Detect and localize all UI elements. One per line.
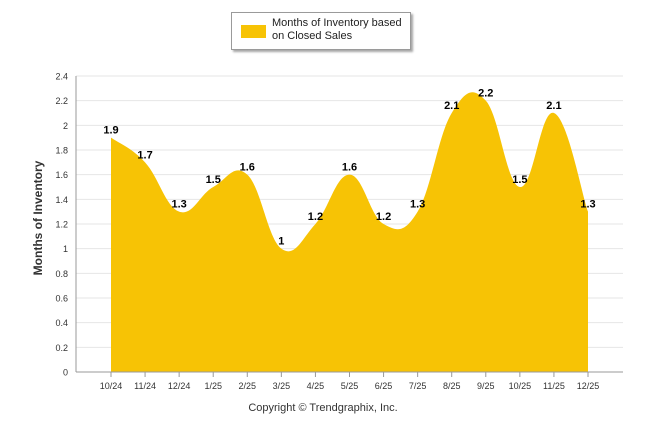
x-tick-label: 10/25: [509, 381, 532, 391]
x-tick-label: 9/25: [477, 381, 495, 391]
data-label: 2.2: [478, 88, 493, 100]
y-tick-label: 1.6: [55, 170, 68, 180]
data-label: 1.3: [171, 199, 186, 211]
x-tick-labels: 10/24 11/24 12/24 1/25 2/25 3/25 4/25 5/25 6/25 7…: [100, 381, 600, 391]
data-label: 1.6: [342, 162, 357, 174]
data-label: 1.2: [376, 211, 391, 223]
data-label: 1.3: [410, 199, 425, 211]
x-tick-label: 4/25: [307, 381, 325, 391]
x-tick-label: 11/25: [543, 381, 565, 391]
data-label: 1.9: [103, 125, 118, 137]
x-tick-label: 3/25: [273, 381, 291, 391]
y-tick-label: 1.4: [55, 195, 68, 205]
y-tick-label: 1.2: [55, 220, 68, 230]
x-tick-label: 7/25: [409, 381, 427, 391]
data-label: 1.6: [240, 162, 255, 174]
y-tick-label: 0.6: [55, 294, 68, 304]
chart-legend: Months of Inventory based on Closed Sale…: [231, 12, 411, 50]
data-label: 2.1: [444, 100, 459, 112]
y-tick-label: 0.4: [55, 318, 68, 328]
x-tick-label: 10/24: [100, 381, 123, 391]
axes: [75, 76, 623, 377]
data-label: 1.2: [308, 211, 323, 223]
x-tick-label: 2/25: [239, 381, 257, 391]
data-label: 1.5: [206, 174, 221, 186]
area-series: [111, 92, 588, 372]
x-tick-label: 5/25: [341, 381, 359, 391]
copyright-text: Copyright © Trendgraphix, Inc.: [248, 402, 398, 414]
y-tick-label: 1.8: [55, 146, 68, 156]
data-label: 1.7: [137, 149, 152, 161]
legend-swatch: [241, 25, 266, 38]
y-tick-label: 2.4: [55, 72, 68, 82]
data-label: 2.1: [546, 100, 561, 112]
data-label: 1: [278, 236, 284, 248]
y-tick-label: 0: [63, 368, 68, 378]
y-tick-labels: 0 0.2 0.4 0.6 0.8 1 1.2 1.4 1.6 1.8 2 2.2 2.4: [55, 72, 68, 378]
x-tick-label: 12/24: [168, 381, 191, 391]
data-labels: 1.9 1.7 1.3 1.5 1.6 1 1.2 1.6 1.2 1.3 2.1 2.2 1.5 2.1…: [103, 88, 595, 248]
y-axis-label: Months of Inventory: [31, 160, 45, 275]
y-tick-label: 0.2: [55, 343, 68, 353]
y-tick-label: 1: [63, 244, 68, 254]
x-tick-label: 1/25: [204, 381, 222, 391]
y-tick-label: 0.8: [55, 269, 68, 279]
y-tick-label: 2: [63, 121, 68, 131]
x-tick-label: 11/24: [134, 381, 156, 391]
data-label: 1.5: [512, 174, 527, 186]
x-tick-label: 12/25: [577, 381, 600, 391]
x-tick-label: 8/25: [443, 381, 461, 391]
data-label: 1.3: [580, 199, 595, 211]
legend-label: Months of Inventory based on Closed Sale…: [272, 17, 402, 42]
y-tick-label: 2.2: [55, 96, 68, 106]
x-tick-label: 6/25: [375, 381, 393, 391]
